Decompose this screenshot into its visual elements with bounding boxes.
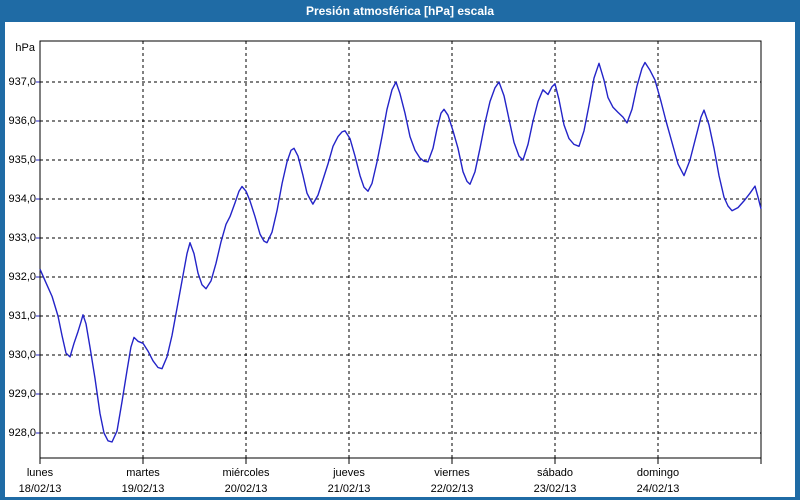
chart-panel: [5, 22, 795, 497]
x-date-label: 18/02/13: [18, 483, 62, 495]
y-tick-label: 929,0: [8, 388, 36, 400]
x-date-label: 22/02/13: [430, 483, 474, 495]
y-tick-label: 932,0: [8, 271, 36, 283]
chart-title: Presión atmosférica [hPa] escala: [305, 4, 495, 18]
x-day-name-label: viernes: [434, 467, 470, 479]
x-day-name-label: lunes: [26, 467, 54, 479]
y-tick-label: 935,0: [8, 154, 36, 166]
y-tick-label: 937,0: [8, 76, 36, 88]
x-date-label: 21/02/13: [327, 483, 371, 495]
x-date-label: 19/02/13: [121, 483, 165, 495]
y-axis-unit-label: hPa: [15, 42, 35, 54]
x-date-label: 24/02/13: [636, 483, 680, 495]
title-bar: Presión atmosférica [hPa] escala: [0, 0, 800, 22]
y-tick-label: 928,0: [8, 427, 36, 439]
x-day-name-label: domingo: [636, 467, 680, 479]
y-tick-label: 931,0: [8, 310, 36, 322]
y-tick-label: 934,0: [8, 193, 36, 205]
y-tick-label: 933,0: [8, 232, 36, 244]
x-day-name-label: jueves: [333, 467, 365, 479]
x-day-name-label: sábado: [536, 467, 574, 479]
x-date-label: 23/02/13: [533, 483, 577, 495]
x-date-label: 20/02/13: [224, 483, 268, 495]
x-day-name-label: miércoles: [222, 467, 270, 479]
y-tick-label: 936,0: [8, 115, 36, 127]
x-day-name-label: martes: [126, 467, 160, 479]
y-tick-label: 930,0: [8, 349, 36, 361]
